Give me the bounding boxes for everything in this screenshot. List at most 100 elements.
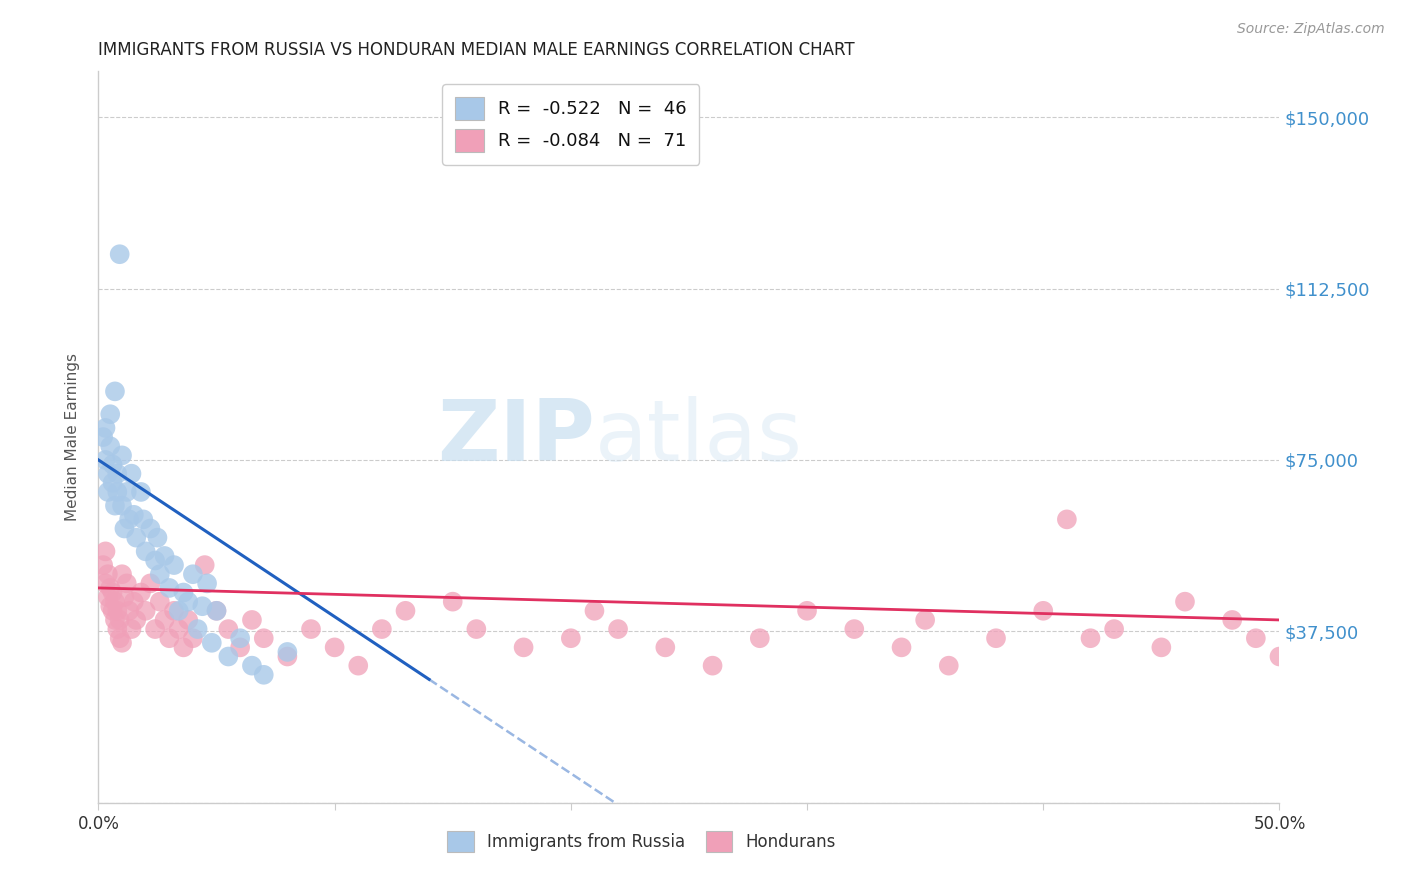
Point [97, 484, 120, 499]
Point [111, 448, 134, 462]
Point [938, 658, 960, 673]
Point [984, 632, 1007, 646]
Point [112, 521, 135, 535]
Point [1268, 649, 1291, 664]
Point [167, 622, 190, 636]
Point [94, 453, 117, 467]
Point [98, 599, 121, 614]
Point [441, 594, 464, 608]
Point [157, 581, 180, 595]
Point [153, 613, 176, 627]
Point [143, 622, 166, 636]
Point [172, 585, 194, 599]
Point [371, 622, 394, 636]
Point [132, 512, 155, 526]
Point [115, 576, 138, 591]
Point [276, 645, 298, 659]
Text: atlas: atlas [595, 395, 803, 479]
Point [135, 544, 157, 558]
Point [139, 576, 162, 591]
Point [112, 590, 135, 604]
Point [583, 604, 606, 618]
Point [1150, 640, 1173, 655]
Point [276, 649, 298, 664]
Point [104, 594, 127, 608]
Point [181, 632, 204, 646]
Legend: Immigrants from Russia, Hondurans: Immigrants from Russia, Hondurans [439, 822, 844, 860]
Point [122, 508, 145, 522]
Point [122, 594, 145, 608]
Point [654, 640, 676, 655]
Point [118, 512, 141, 526]
Point [101, 475, 124, 490]
Point [172, 640, 194, 655]
Point [149, 594, 172, 608]
Point [146, 531, 169, 545]
Point [97, 590, 120, 604]
Point [105, 467, 128, 481]
Point [94, 576, 117, 591]
Point [1174, 594, 1197, 608]
Point [1032, 604, 1054, 618]
Point [217, 649, 239, 664]
Point [914, 613, 936, 627]
Point [191, 599, 214, 614]
Point [98, 439, 121, 453]
Point [104, 384, 127, 399]
Point [108, 247, 131, 261]
Point [1244, 632, 1267, 646]
Point [465, 622, 488, 636]
Point [104, 613, 127, 627]
Point [101, 604, 124, 618]
Point [394, 604, 416, 618]
Point [347, 658, 370, 673]
Point [229, 632, 252, 646]
Point [607, 622, 630, 636]
Point [98, 407, 121, 421]
Point [111, 499, 134, 513]
Point [94, 421, 117, 435]
Point [1056, 512, 1078, 526]
Point [194, 558, 217, 573]
Point [105, 622, 128, 636]
Point [149, 567, 172, 582]
Point [143, 553, 166, 567]
Point [163, 558, 186, 573]
Point [299, 622, 322, 636]
Point [153, 549, 176, 563]
Point [91, 430, 114, 444]
Point [111, 567, 134, 582]
Point [163, 604, 186, 618]
Point [125, 531, 148, 545]
Point [217, 622, 239, 636]
Point [98, 581, 121, 595]
Point [560, 632, 582, 646]
Text: Source: ZipAtlas.com: Source: ZipAtlas.com [1237, 22, 1385, 37]
Point [105, 484, 128, 499]
Point [201, 636, 224, 650]
Point [101, 458, 124, 472]
Point [167, 604, 190, 618]
Point [111, 636, 134, 650]
Point [181, 567, 204, 582]
Point [253, 632, 276, 646]
Point [796, 604, 818, 618]
Point [240, 658, 263, 673]
Point [121, 467, 143, 481]
Point [108, 613, 131, 627]
Text: ZIP: ZIP [437, 395, 595, 479]
Point [157, 632, 180, 646]
Point [94, 544, 117, 558]
Point [253, 667, 276, 681]
Point [125, 613, 148, 627]
Text: IMMIGRANTS FROM RUSSIA VS HONDURAN MEDIAN MALE EARNINGS CORRELATION CHART: IMMIGRANTS FROM RUSSIA VS HONDURAN MEDIA… [98, 41, 855, 59]
Point [115, 484, 138, 499]
Point [702, 658, 724, 673]
Point [240, 613, 263, 627]
Point [101, 585, 124, 599]
Point [108, 632, 131, 646]
Point [890, 640, 912, 655]
Point [229, 640, 252, 655]
Point [129, 585, 152, 599]
Point [748, 632, 770, 646]
